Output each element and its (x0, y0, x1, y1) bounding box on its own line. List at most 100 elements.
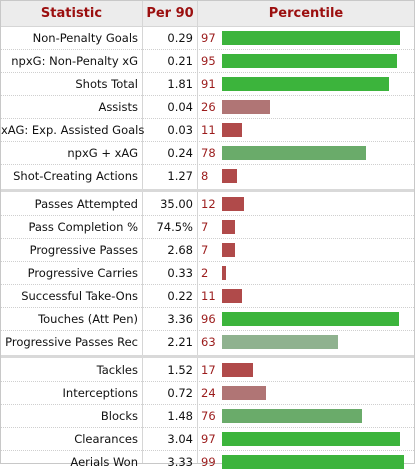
stat-label: Shots Total (75, 77, 138, 91)
row-divider (1, 330, 414, 331)
percentile-bar (222, 77, 389, 91)
table-row: Clearances 3.04 97 (1, 428, 414, 451)
percentile-bar (222, 312, 399, 326)
row-divider (1, 381, 414, 382)
row-divider (1, 72, 414, 73)
percentile-bar (222, 409, 362, 423)
percentile-bar (222, 386, 266, 400)
stat-label: Aerials Won (70, 455, 138, 469)
per90-value: 0.24 (167, 146, 193, 160)
stat-label: xAG: Exp. Assisted Goals (1, 123, 145, 137)
percentile-value: 7 (201, 220, 209, 234)
row-divider (1, 261, 414, 262)
table-row: Aerials Won 3.33 99 (1, 451, 414, 474)
header-percentile[interactable]: Percentile (268, 6, 344, 21)
table-row: Progressive Passes 2.68 7 (1, 239, 414, 262)
percentile-value: 11 (201, 289, 216, 303)
per90-value: 1.48 (167, 409, 193, 423)
per90-value: 0.03 (167, 123, 193, 137)
table-header: Statistic Per 90 Percentile (1, 1, 414, 27)
table-row: xAG: Exp. Assisted Goals 0.03 11 (1, 119, 414, 142)
group-separator (1, 355, 414, 358)
per90-value: 2.21 (167, 335, 193, 349)
row-divider (1, 238, 414, 239)
stat-label: Progressive Passes Rec (5, 335, 138, 349)
percentile-value: 8 (201, 169, 209, 183)
row-divider (1, 404, 414, 405)
stat-label: Tackles (96, 363, 138, 377)
per90-value: 0.72 (167, 386, 193, 400)
percentile-value: 99 (201, 455, 216, 469)
percentile-bar (222, 123, 242, 137)
percentile-value: 63 (201, 335, 216, 349)
stat-label: Progressive Passes (29, 243, 138, 257)
per90-value: 0.22 (167, 289, 193, 303)
per90-value: 0.33 (167, 266, 193, 280)
percentile-bar (222, 169, 237, 183)
percentile-bar (222, 266, 226, 280)
percentile-value: 95 (201, 54, 216, 68)
per90-value: 0.21 (167, 54, 193, 68)
table-row: Shots Total 1.81 91 (1, 73, 414, 96)
percentile-bar (222, 197, 244, 211)
percentile-bar (222, 243, 235, 257)
stat-label: Touches (Att Pen) (38, 312, 138, 326)
percentile-bar (222, 455, 404, 469)
percentile-value: 26 (201, 100, 216, 114)
percentile-value: 97 (201, 31, 216, 45)
table-row: Blocks 1.48 76 (1, 405, 414, 428)
table-row: Touches (Att Pen) 3.36 96 (1, 308, 414, 331)
table-row: Interceptions 0.72 24 (1, 382, 414, 405)
table-row: Assists 0.04 26 (1, 96, 414, 119)
percentile-value: 12 (201, 197, 216, 211)
per90-value: 2.68 (167, 243, 193, 257)
table-row: npxG + xAG 0.24 78 (1, 142, 414, 165)
stat-label: Successful Take-Ons (21, 289, 138, 303)
row-divider (1, 284, 414, 285)
per90-value: 0.04 (167, 100, 193, 114)
percentile-bar (222, 146, 366, 160)
header-per90[interactable]: Per 90 (146, 6, 194, 21)
row-divider (1, 450, 414, 451)
stat-label: Assists (98, 100, 138, 114)
per90-value: 3.04 (167, 432, 193, 446)
table-row: Progressive Carries 0.33 2 (1, 262, 414, 285)
per90-value: 74.5% (156, 220, 193, 234)
stat-label: Clearances (74, 432, 138, 446)
table-row: Shot-Creating Actions 1.27 8 (1, 165, 414, 188)
stat-label: Shot-Creating Actions (13, 169, 138, 183)
per90-value: 1.81 (167, 77, 193, 91)
percentile-value: 96 (201, 312, 216, 326)
row-divider (1, 307, 414, 308)
table-row: npxG: Non-Penalty xG 0.21 95 (1, 50, 414, 73)
row-divider (1, 215, 414, 216)
row-divider (1, 95, 414, 96)
percentile-bar (222, 54, 397, 68)
percentile-bar (222, 289, 242, 303)
percentile-value: 17 (201, 363, 216, 377)
per90-value: 1.27 (167, 169, 193, 183)
row-divider (1, 164, 414, 165)
row-divider (1, 49, 414, 50)
row-divider (1, 141, 414, 142)
percentile-value: 78 (201, 146, 216, 160)
percentile-value: 24 (201, 386, 216, 400)
row-divider (1, 427, 414, 428)
stat-label: Pass Completion % (28, 220, 138, 234)
percentile-bar (222, 363, 253, 377)
per90-value: 35.00 (160, 197, 193, 211)
per90-value: 0.29 (167, 31, 193, 45)
percentile-value: 7 (201, 243, 209, 257)
percentile-value: 91 (201, 77, 216, 91)
percentile-bar (222, 31, 400, 45)
row-divider (1, 118, 414, 119)
header-statistic[interactable]: Statistic (40, 6, 103, 21)
percentile-bar (222, 220, 235, 234)
table-row: Non-Penalty Goals 0.29 97 (1, 27, 414, 50)
percentile-bar (222, 335, 338, 349)
column-divider (142, 1, 143, 463)
table-row: Passes Attempted 35.00 12 (1, 193, 414, 216)
stat-label: npxG + xAG (67, 146, 138, 160)
per90-value: 3.33 (167, 455, 193, 469)
